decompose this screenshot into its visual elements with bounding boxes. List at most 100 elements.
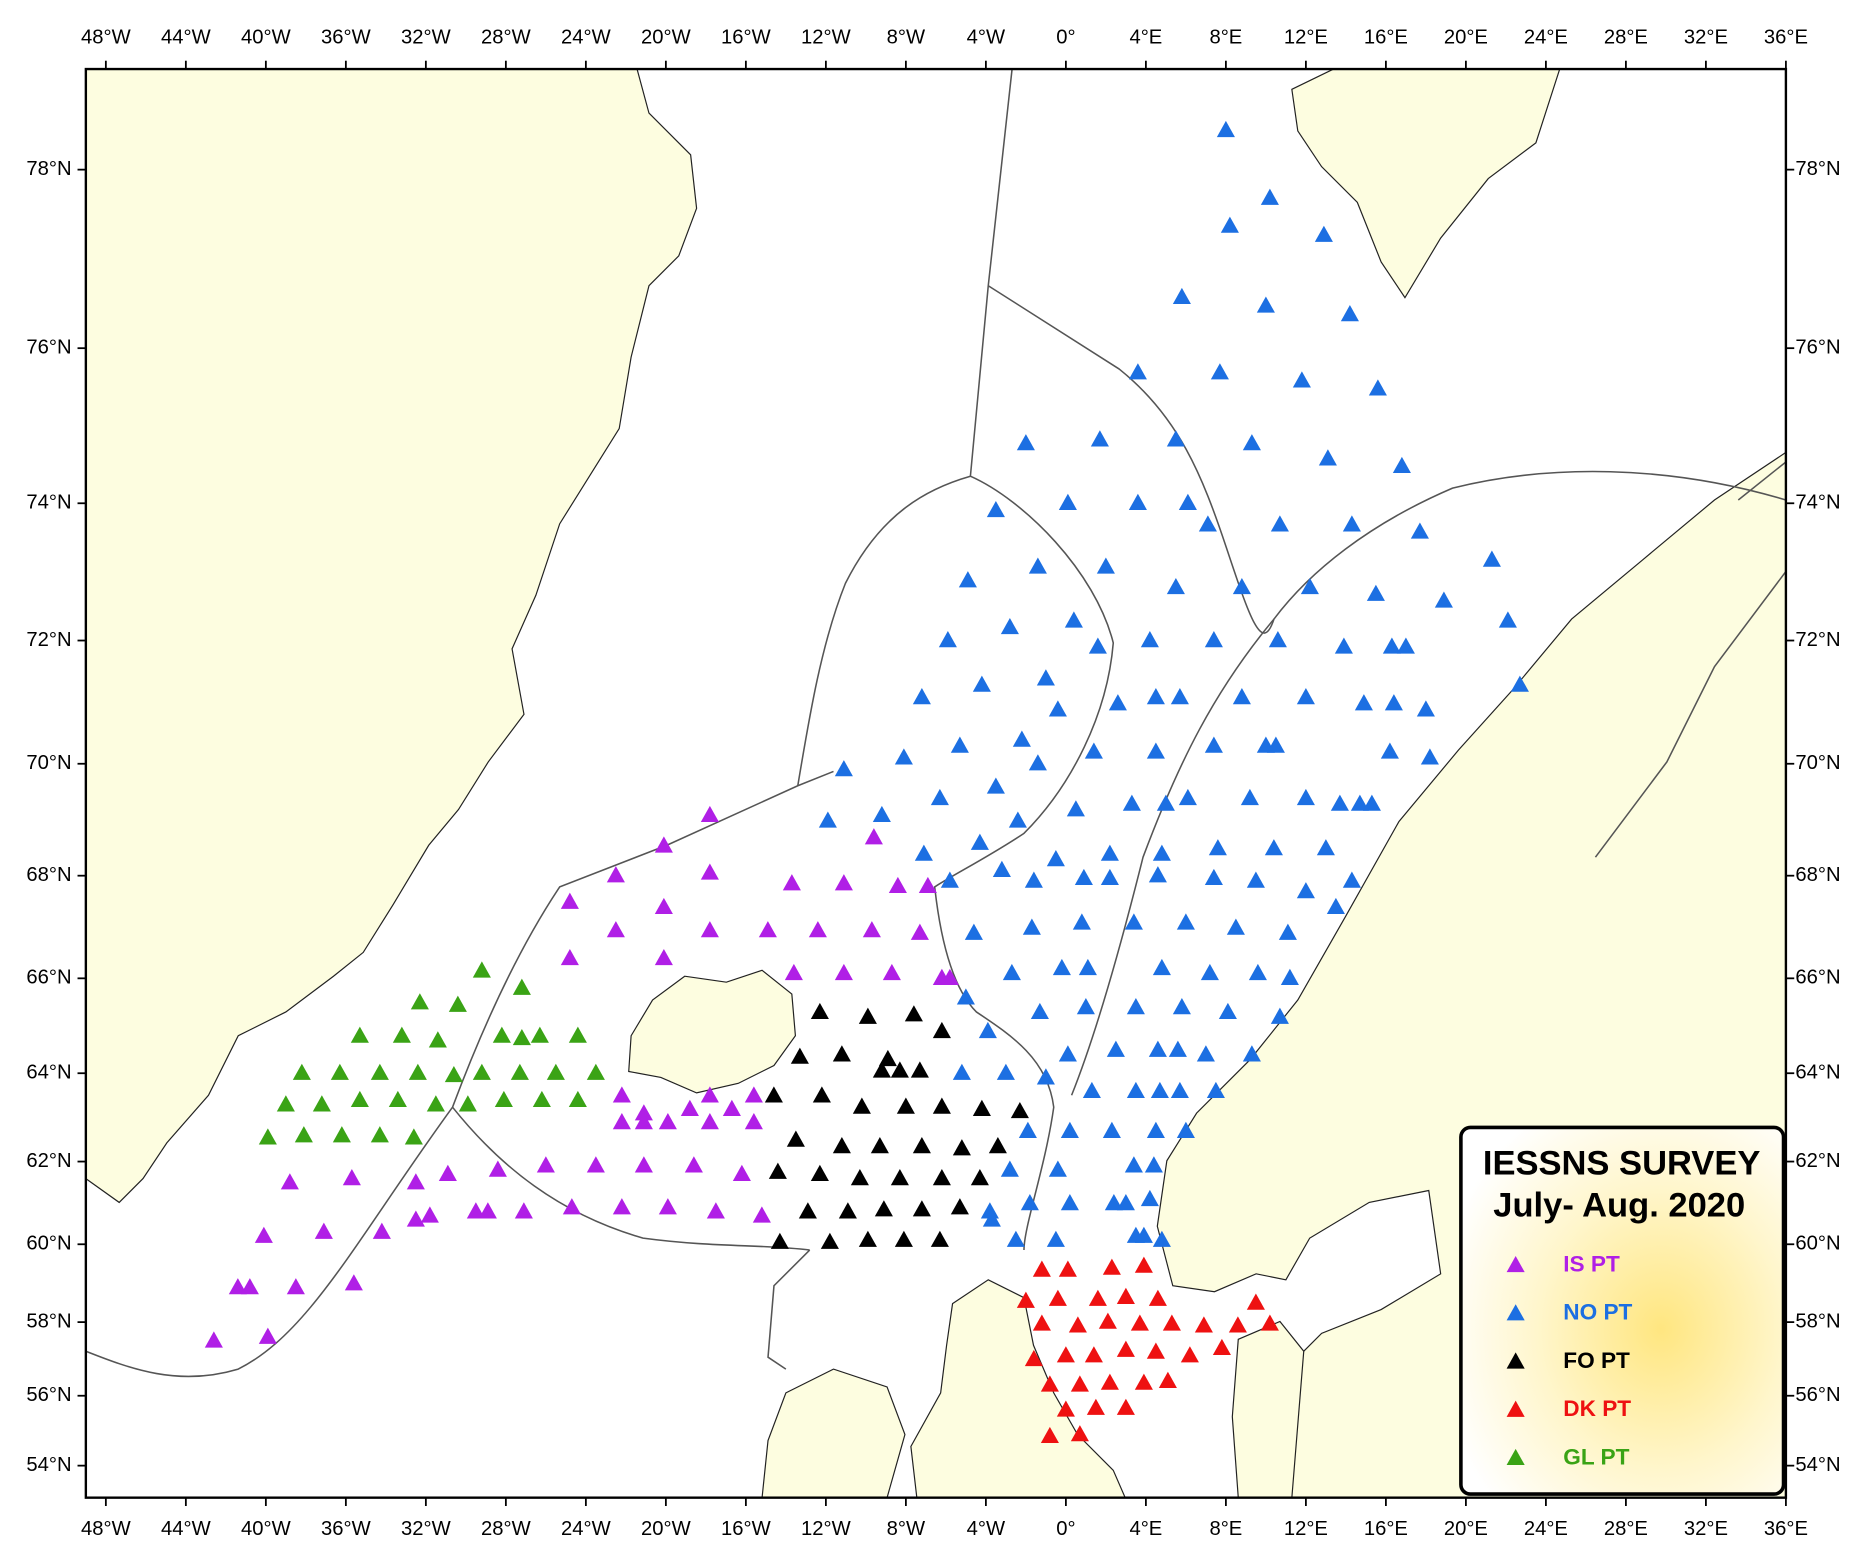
station (1022, 918, 1041, 935)
legend-label: NO PT (1563, 1300, 1632, 1325)
station (858, 1007, 877, 1024)
station (1130, 1314, 1149, 1331)
station (1278, 923, 1297, 940)
station (950, 1198, 969, 1215)
station (1058, 493, 1077, 510)
station (1098, 1312, 1117, 1329)
eez-boundaries (85, 69, 1786, 1378)
station (838, 1202, 857, 1219)
y-tick-label: 62°N (26, 1150, 71, 1172)
station (1070, 1375, 1089, 1392)
station (370, 1126, 389, 1143)
station (1296, 882, 1315, 899)
legend-label: DK PT (1563, 1396, 1631, 1421)
station (1146, 1121, 1165, 1138)
station (1024, 871, 1043, 888)
station (1144, 1156, 1163, 1173)
station (1268, 630, 1287, 648)
station (912, 688, 931, 705)
station (1260, 188, 1279, 205)
station (568, 1026, 587, 1043)
station (1048, 700, 1067, 717)
station (1226, 918, 1245, 935)
y-tick-label: 66°N (1795, 967, 1840, 989)
legend-marker (1506, 1352, 1525, 1369)
station (1056, 1346, 1075, 1363)
station (722, 1099, 741, 1116)
station (798, 1202, 817, 1219)
station (292, 1063, 311, 1080)
station (1410, 522, 1429, 539)
greenland (85, 69, 698, 1204)
station (444, 1065, 463, 1083)
y-tick-label: 64°N (1795, 1062, 1840, 1084)
station (1416, 700, 1435, 717)
station (1060, 1194, 1079, 1211)
y-tick-label: 74°N (26, 492, 71, 514)
x-tick-label: 32°E (1684, 26, 1728, 48)
station (910, 1061, 929, 1078)
y-tick-label: 70°N (26, 752, 71, 774)
station (1128, 363, 1147, 380)
stations (204, 120, 1529, 1444)
station (768, 1162, 787, 1179)
station (890, 1061, 909, 1078)
station (1078, 958, 1097, 976)
y-tick-label: 66°N (26, 967, 71, 989)
x-tick-label: 4°W (967, 26, 1006, 48)
station (784, 963, 803, 981)
x-tick-label: 48°W (81, 1518, 132, 1540)
station (1382, 637, 1401, 654)
x-tick-label: 12°W (801, 26, 852, 48)
x-tick-label: 32°E (1684, 1518, 1728, 1540)
station (1090, 430, 1109, 447)
station (1178, 788, 1197, 806)
x-tick-label: 24°W (561, 26, 612, 48)
station (372, 1222, 391, 1239)
station (1068, 1316, 1087, 1333)
station (1058, 1260, 1077, 1277)
station (428, 1031, 447, 1048)
station (536, 1156, 555, 1173)
station (658, 1198, 677, 1215)
station (1148, 1289, 1167, 1306)
station (350, 1090, 369, 1108)
x-tick-label: 4°E (1129, 26, 1162, 48)
station (786, 1130, 805, 1147)
station (810, 1164, 829, 1181)
station (1016, 434, 1035, 451)
station (1208, 839, 1227, 856)
y-tick-label: 76°N (1795, 337, 1840, 359)
station (1102, 1258, 1121, 1275)
station (488, 1160, 507, 1177)
station (1040, 1426, 1059, 1444)
station (932, 1097, 951, 1114)
station (1148, 866, 1167, 883)
station (818, 811, 837, 828)
station (700, 863, 719, 880)
x-tick-label: 40°W (241, 26, 292, 48)
station (1052, 958, 1071, 976)
station (1096, 557, 1115, 574)
station (294, 1126, 313, 1143)
station (918, 876, 937, 894)
station (1140, 1189, 1159, 1207)
station (1124, 913, 1143, 930)
station (1206, 1081, 1225, 1099)
station (1292, 371, 1311, 388)
station (1240, 788, 1259, 806)
station (790, 1047, 809, 1064)
station (510, 1063, 529, 1080)
station (228, 1278, 247, 1295)
station (888, 876, 907, 894)
x-tick-label: 36°E (1764, 1518, 1808, 1540)
station (1176, 913, 1195, 930)
station (1020, 1194, 1039, 1211)
denmark (1231, 1320, 1305, 1498)
x-tick-label: 44°W (161, 26, 212, 48)
station (834, 963, 853, 981)
station (532, 1090, 551, 1108)
station (970, 833, 989, 850)
station (1170, 1081, 1189, 1099)
x-tick-label: 16°E (1364, 26, 1408, 48)
